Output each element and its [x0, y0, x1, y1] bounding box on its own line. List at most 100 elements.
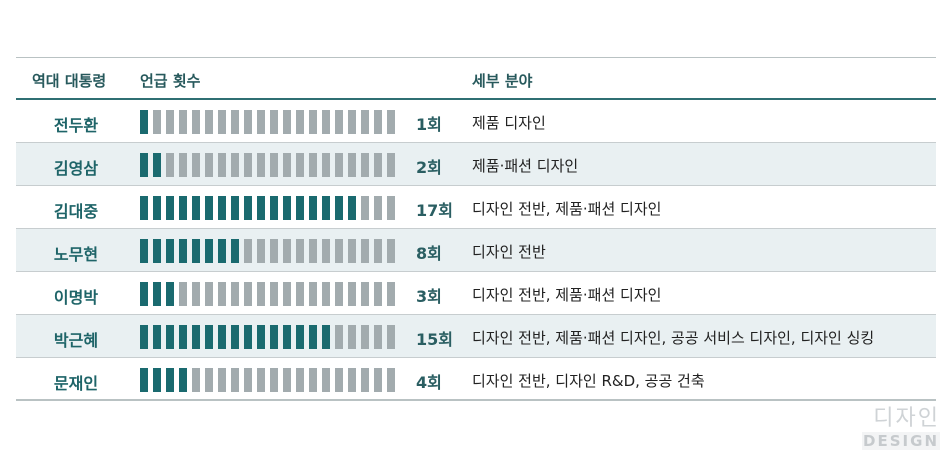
bar-segment-filled	[244, 325, 252, 349]
bar-segment-empty	[192, 282, 200, 306]
bar-segment-empty	[218, 153, 226, 177]
bar-segment-empty	[270, 153, 278, 177]
bar-segment-filled	[140, 110, 148, 134]
mention-count: 15회	[416, 330, 453, 349]
bar-segment-filled	[179, 368, 187, 392]
bar-segment-empty	[348, 110, 356, 134]
bar-segment-filled	[140, 196, 148, 220]
bar-segment-empty	[361, 153, 369, 177]
bar-segment-filled	[153, 153, 161, 177]
bar-segment-filled	[153, 239, 161, 263]
bar-segment-empty	[374, 153, 382, 177]
bar-segment-empty	[244, 110, 252, 134]
president-name: 전두환	[53, 116, 99, 135]
bar-segment-empty	[296, 239, 304, 263]
bar-segment-filled	[205, 325, 213, 349]
bar-segment-empty	[309, 282, 317, 306]
bar-segment-empty	[192, 368, 200, 392]
bar-segment-empty	[283, 239, 291, 263]
bar-segment-empty	[205, 153, 213, 177]
bar-segment-empty	[374, 196, 382, 220]
bar-segment-empty	[257, 110, 265, 134]
bar-segment-empty	[166, 110, 174, 134]
bar-segment-filled	[296, 325, 304, 349]
bar-segment-filled	[231, 325, 239, 349]
header-mentions: 언급 횟수	[140, 72, 201, 90]
bar-segment-empty	[361, 282, 369, 306]
bar-segment-filled	[283, 196, 291, 220]
bar-segment-empty	[283, 282, 291, 306]
bar-segment-filled	[192, 196, 200, 220]
bar-segment-filled	[205, 196, 213, 220]
bar-segment-empty	[322, 153, 330, 177]
bar-segment-empty	[335, 282, 343, 306]
bar-segment-empty	[218, 110, 226, 134]
bar-segment-empty	[166, 153, 174, 177]
mention-count: 1회	[416, 115, 442, 134]
president-name: 김대중	[53, 202, 99, 221]
bar-segment-filled	[309, 325, 317, 349]
bar-segment-filled	[218, 325, 226, 349]
bar-segment-empty	[361, 196, 369, 220]
bar-segment-filled	[166, 325, 174, 349]
bar-segment-filled	[140, 282, 148, 306]
bar-segment-empty	[348, 282, 356, 306]
bar-segment-empty	[374, 110, 382, 134]
bar-segment-filled	[218, 239, 226, 263]
table-row: 문재인 4회 디자인 전반, 디자인 R&D, 공공 건축	[16, 358, 936, 401]
mention-count: 8회	[416, 244, 442, 263]
detail-fields: 디자인 전반, 제품·패션 디자인	[472, 200, 662, 218]
header-fields: 세부 분야	[472, 72, 533, 90]
bar-segment-empty	[309, 239, 317, 263]
bar-segment-empty	[257, 282, 265, 306]
bar-segment-empty	[387, 110, 395, 134]
bar-segment-empty	[218, 282, 226, 306]
table-row: 박근혜 15회 디자인 전반, 제품·패션 디자인, 공공 서비스 디자인, 디…	[16, 315, 936, 358]
bar-segment-filled	[322, 325, 330, 349]
bar-segment-filled	[140, 325, 148, 349]
bar-segment-empty	[257, 239, 265, 263]
bar-segment-empty	[205, 282, 213, 306]
president-name: 이명박	[53, 288, 99, 307]
president-name: 김영삼	[53, 159, 99, 178]
bar-segment-empty	[283, 368, 291, 392]
bar-segment-empty	[179, 153, 187, 177]
bar-segment-filled	[179, 325, 187, 349]
bar-segment-empty	[387, 282, 395, 306]
bar-segment-empty	[270, 239, 278, 263]
bar-segment-empty	[348, 153, 356, 177]
bar-segment-empty	[322, 368, 330, 392]
mention-count: 17회	[416, 201, 453, 220]
bar-segment-empty	[270, 110, 278, 134]
bar-segment-empty	[322, 282, 330, 306]
bar-segment-filled	[335, 196, 343, 220]
bar-segment-empty	[192, 153, 200, 177]
bar-segment-empty	[361, 368, 369, 392]
mention-count: 3회	[416, 287, 442, 306]
bar-segment-empty	[374, 282, 382, 306]
bar-segment-filled	[231, 239, 239, 263]
bar-segment-empty	[387, 153, 395, 177]
bar-segment-empty	[218, 368, 226, 392]
bar-segment-empty	[348, 368, 356, 392]
header-president: 역대 대통령	[32, 72, 107, 90]
detail-fields: 디자인 전반	[472, 243, 546, 261]
bar-segment-empty	[309, 368, 317, 392]
bar-segment-empty	[335, 368, 343, 392]
bar-segment-filled	[153, 325, 161, 349]
bar-segment-filled	[192, 325, 200, 349]
bar-segment-empty	[231, 110, 239, 134]
bar-segment-empty	[153, 110, 161, 134]
bar-segment-empty	[244, 282, 252, 306]
president-name: 노무현	[53, 245, 99, 264]
bar-segment-empty	[270, 282, 278, 306]
bar-segment-filled	[231, 196, 239, 220]
bar-segment-empty	[296, 282, 304, 306]
president-name: 박근혜	[53, 331, 99, 350]
bar-segment-filled	[283, 325, 291, 349]
bar-segment-empty	[387, 239, 395, 263]
bar-segment-filled	[140, 368, 148, 392]
bar-segment-filled	[348, 196, 356, 220]
bar-segment-filled	[179, 196, 187, 220]
bar-segment-empty	[361, 110, 369, 134]
